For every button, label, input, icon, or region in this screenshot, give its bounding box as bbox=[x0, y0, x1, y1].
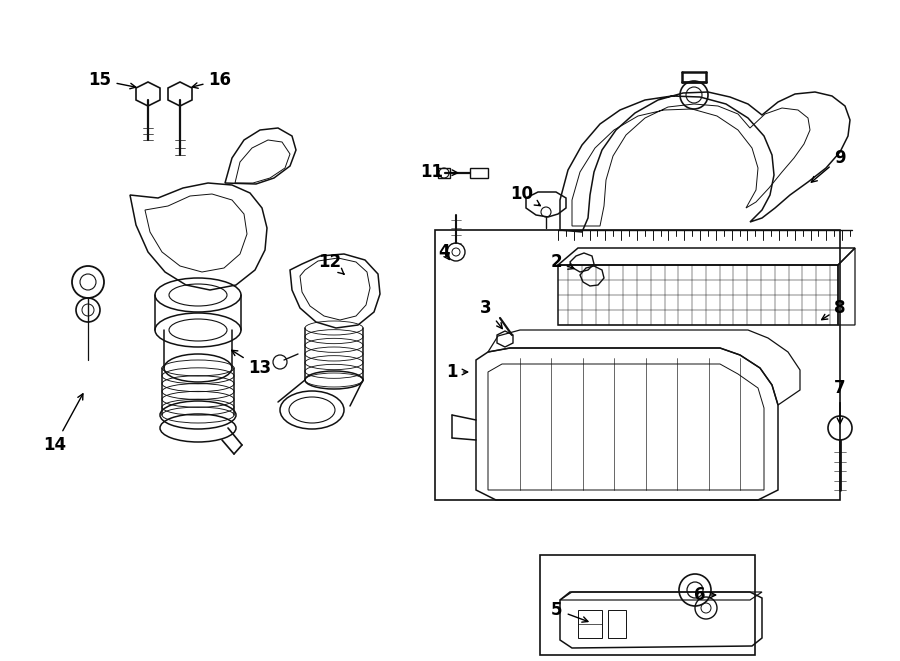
Bar bbox=[435, 230, 840, 500]
Text: 3: 3 bbox=[481, 299, 502, 329]
Text: 10: 10 bbox=[510, 185, 540, 206]
Text: 16: 16 bbox=[193, 71, 231, 89]
Text: 1: 1 bbox=[446, 363, 468, 381]
Text: 6: 6 bbox=[694, 586, 716, 604]
Bar bbox=[470, 168, 488, 178]
Bar bbox=[608, 610, 626, 638]
Text: 8: 8 bbox=[822, 299, 846, 320]
Bar bbox=[540, 555, 755, 655]
Bar bbox=[578, 610, 602, 638]
Text: 14: 14 bbox=[43, 394, 83, 454]
Text: 5: 5 bbox=[551, 601, 588, 622]
Text: 7: 7 bbox=[834, 379, 846, 424]
Text: 4: 4 bbox=[438, 243, 450, 261]
Text: 9: 9 bbox=[811, 149, 846, 182]
Text: 13: 13 bbox=[231, 350, 272, 377]
Bar bbox=[438, 168, 450, 178]
Text: 12: 12 bbox=[319, 253, 344, 274]
Text: 15: 15 bbox=[88, 71, 136, 89]
Bar bbox=[558, 265, 838, 325]
Text: 11: 11 bbox=[420, 163, 458, 181]
Text: 2: 2 bbox=[550, 253, 574, 271]
